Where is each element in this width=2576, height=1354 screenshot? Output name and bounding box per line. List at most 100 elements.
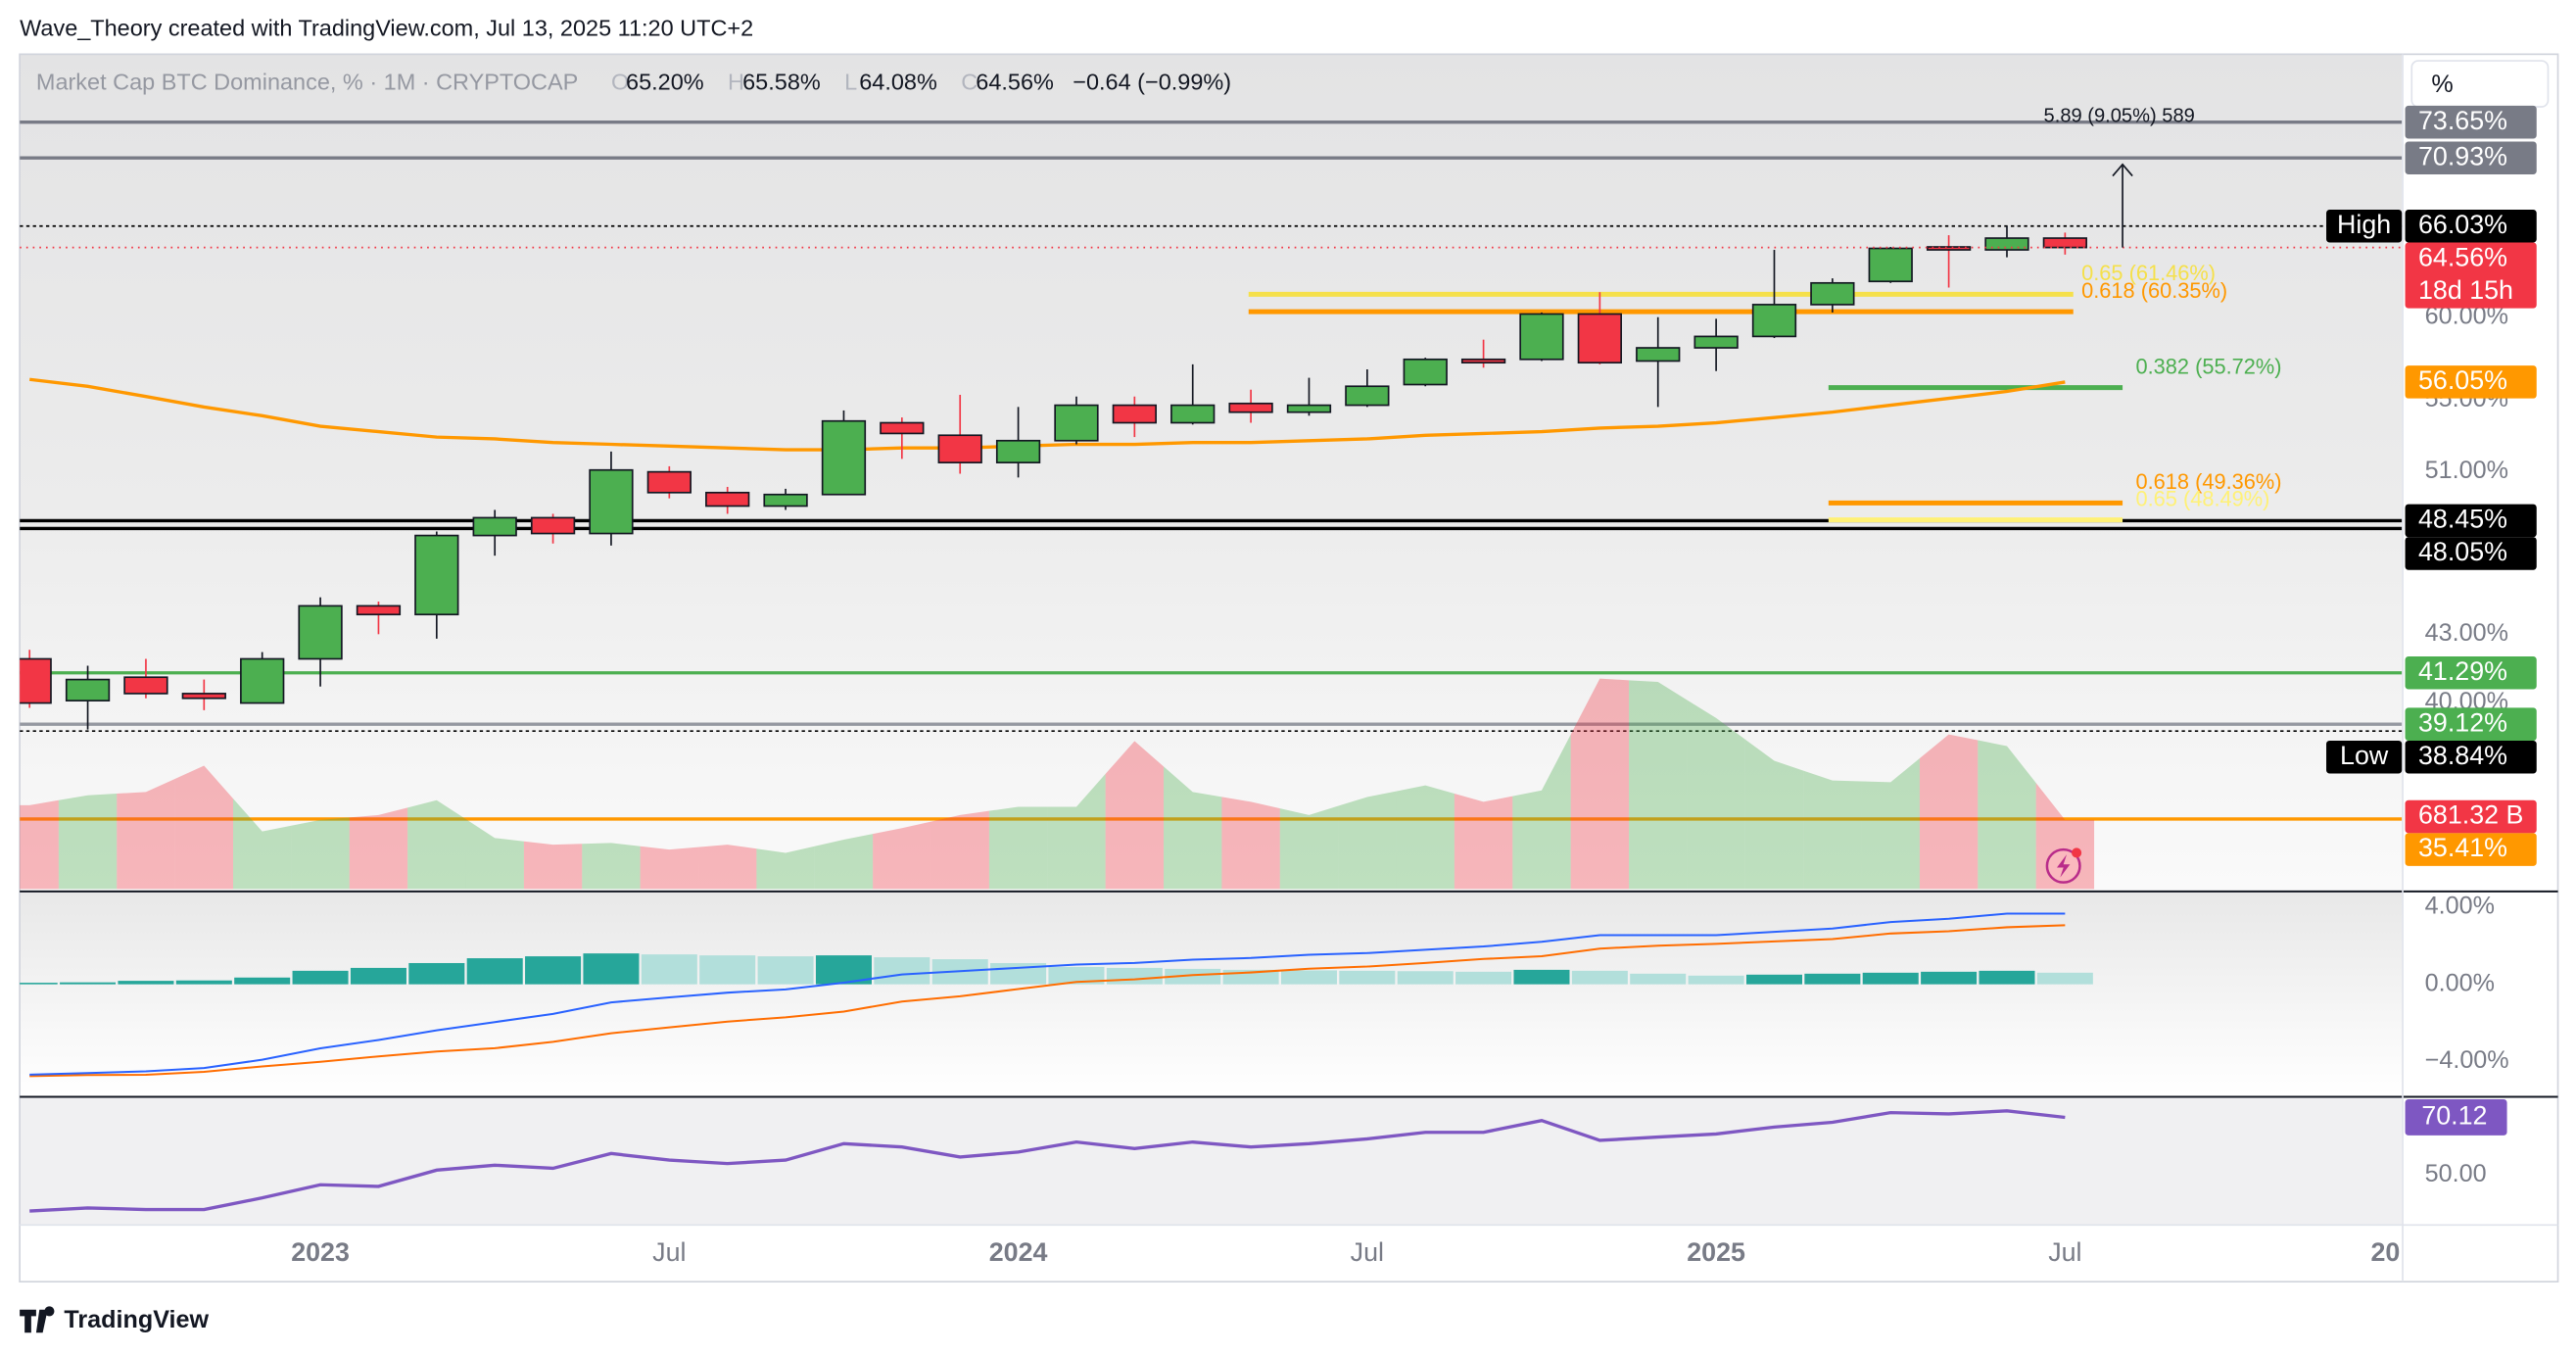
macd-histogram-bar: [1688, 975, 1744, 985]
chart-border: [19, 53, 2559, 1283]
price-label: 48.45%: [2418, 505, 2507, 534]
price-label-box: [2405, 537, 2537, 570]
volume-area: [1512, 734, 1571, 890]
volume-area: [988, 806, 1048, 890]
macd-histogram-bar: [234, 977, 291, 985]
alert-dot: [2072, 847, 2082, 858]
y-tick-label: −4.00%: [2425, 1046, 2509, 1074]
candle-body: [2042, 237, 2088, 249]
price-label-box: [2405, 707, 2537, 741]
price-label-box: [2405, 209, 2537, 243]
volume-area: [20, 799, 59, 890]
credit: Wave_Theory created with TradingView.com…: [20, 15, 753, 40]
macd-histogram-bar: [525, 956, 582, 985]
candle-body: [705, 491, 750, 508]
macd-histogram-bar: [1106, 967, 1163, 985]
candle-body: [589, 468, 634, 535]
candle-body: [123, 676, 168, 695]
volume-area: [1744, 739, 1804, 890]
price-label-box: [2405, 105, 2537, 139]
price-label-box: [2405, 655, 2537, 690]
price-label-box: [2405, 242, 2537, 309]
candle-body: [1926, 246, 1972, 251]
price-label-box: [2405, 799, 2537, 834]
ohlc-value: 64.08%: [859, 70, 937, 95]
price-label: 41.29%: [2418, 656, 2507, 686]
volume-area: [873, 821, 931, 890]
candle-body: [472, 516, 517, 537]
alert-icon-bolt: [2056, 854, 2071, 878]
candle-body: [1577, 313, 1622, 364]
macd-histogram-bar: [874, 957, 930, 985]
volume-area: [1338, 791, 1397, 890]
candle-body: [1984, 237, 2029, 251]
candle-body: [1636, 347, 1681, 363]
volume-area: [349, 807, 408, 890]
price-tag-box: [2326, 209, 2403, 243]
price-label: 39.12%: [2418, 707, 2507, 737]
rsi-line: [29, 1109, 2066, 1213]
price-label: 35.41%: [2418, 833, 2507, 862]
macd-histogram-bar: [757, 956, 814, 985]
volume-area: [1279, 805, 1339, 890]
x-tick-label: Jul: [652, 1237, 686, 1267]
candle-body: [240, 657, 285, 704]
candle-body: [1810, 281, 1855, 306]
candle-body: [1460, 358, 1506, 364]
price-label: 73.65%: [2418, 106, 2507, 135]
x-tick-label: 2023: [291, 1237, 350, 1267]
candle-body: [646, 470, 692, 494]
volume-area: [1047, 773, 1106, 890]
volume-area: [1919, 734, 1979, 890]
candle-body: [356, 604, 402, 616]
volume-area: [407, 799, 466, 890]
ohlc-value: 64.56%: [976, 70, 1054, 95]
volume-area: [1861, 758, 1920, 890]
price-label-box: [2405, 141, 2537, 175]
candle-body: [763, 493, 808, 508]
candle-body: [937, 434, 982, 463]
price-pane: [20, 54, 2403, 892]
macd-histogram-bar: [641, 954, 697, 985]
volume-area: [1570, 678, 1630, 890]
price-tag: Low: [2340, 741, 2389, 770]
macd-histogram-bar: [1571, 970, 1628, 985]
candle-body: [1170, 404, 1216, 424]
macd-histogram-bar: [350, 967, 406, 985]
candle-body: [1054, 404, 1099, 442]
volume-area: [58, 794, 118, 890]
candle-body: [1345, 385, 1390, 407]
candle-body: [414, 534, 459, 616]
y-tick-label: 4.00%: [2425, 893, 2495, 920]
candle-body: [1868, 247, 1913, 283]
fib-label: 0.618 (60.35%): [2081, 278, 2227, 303]
rsi-label: 70.12: [2421, 1101, 2487, 1131]
volume-area: [1803, 770, 1862, 890]
x-tick-label: 2025: [1687, 1237, 1745, 1267]
macd-line: [29, 912, 2066, 1076]
ema-line: [28, 377, 2066, 452]
measure-arrow: [2112, 163, 2133, 177]
price-tag-box: [2326, 740, 2403, 774]
price-tag: High: [2337, 210, 2391, 239]
y-tick-label: 50.00: [2425, 1160, 2487, 1187]
rsi-pane: [20, 1097, 2403, 1225]
candle-body: [530, 516, 576, 535]
price-label: 18d 15h: [2418, 275, 2513, 305]
macd-histogram-bar: [1280, 970, 1337, 985]
macd-histogram-bar: [60, 982, 117, 985]
scale-button-label[interactable]: %: [2431, 71, 2453, 98]
ohlc-value: 65.58%: [742, 70, 821, 95]
change-value: −0.64 (−0.99%): [1073, 70, 1231, 95]
ohlc-letter: H: [728, 70, 744, 95]
candle-body: [880, 421, 925, 435]
macd-histogram-bar: [699, 955, 756, 985]
candle-body: [1403, 358, 1448, 386]
volume-area: [1396, 785, 1455, 890]
candle-body: [65, 678, 111, 701]
price-label-box: [2405, 833, 2537, 866]
fib-label: 0.618 (49.36%): [2135, 469, 2281, 494]
volume-area: [930, 810, 989, 890]
candle-body: [995, 439, 1041, 463]
volume-area: [2035, 783, 2095, 890]
